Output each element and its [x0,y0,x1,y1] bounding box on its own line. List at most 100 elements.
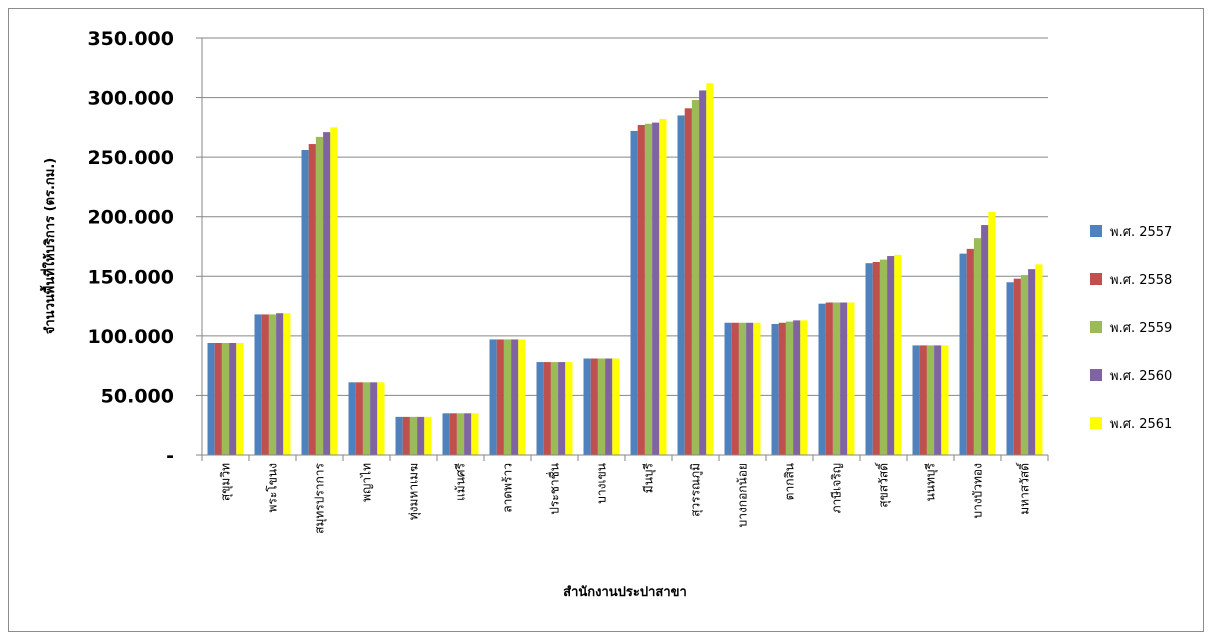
bar [652,122,660,455]
bar [894,254,902,455]
legend: พ.ศ. 2557 พ.ศ. 2558 พ.ศ. 2559 พ.ศ. 2560 พ.ศ.… [1090,225,1172,432]
bar [276,313,284,455]
x-tick-label: ตากสิน [783,463,797,500]
x-tick-label: แม้นศรี [454,462,468,500]
bar [644,123,653,455]
legend-label: พ.ศ. 2559 [1110,321,1172,336]
legend-label: พ.ศ. 2560 [1110,369,1172,384]
bar [912,345,920,455]
bar [746,322,754,455]
bar [1013,278,1021,455]
bar [605,358,613,455]
bar [959,253,967,455]
bar [283,313,291,455]
bar [456,413,465,455]
bar [847,302,855,455]
bar [221,343,230,455]
bars [207,83,1043,456]
bar [630,130,638,455]
bar [323,132,331,455]
bar [503,339,512,455]
bar [597,358,606,455]
x-tick-label: มหาสวัสดิ์ [1016,461,1032,514]
bar [565,362,573,455]
x-tick-label: สุวรรณภูมิ [689,463,704,517]
bar [778,322,786,455]
bar [706,83,714,455]
legend-label: พ.ศ. 2561 [1110,417,1172,432]
bar [825,302,833,455]
bar [489,339,497,455]
bar [518,339,526,455]
bar [536,362,544,455]
bar [919,345,927,455]
bar [691,99,700,455]
y-tick-label: 50.000 [101,385,174,407]
x-tick-label: มีนบุรี [642,462,657,493]
bar [731,322,739,455]
bar [464,413,472,455]
bar [362,382,371,455]
bar [409,416,418,455]
x-tick-label: บางกอกน้อย [736,463,750,527]
bar [684,108,692,456]
bar [941,345,949,455]
x-axis-ticks: สุขุมวิท พระโขนง สมุทรปราการ พญาไท ทุ่งมหาเม… [201,455,1049,534]
bar [1006,282,1014,455]
bar [229,343,237,455]
legend-swatch [1090,321,1102,333]
bar [659,119,667,455]
y-tick-label: 250.000 [87,147,174,169]
bar [800,320,808,455]
bar [612,358,620,455]
bar [261,314,269,455]
bar [840,302,848,455]
y-tick-label: 300.000 [87,88,174,110]
bar [550,362,559,455]
bar [677,115,685,455]
bar [1020,275,1029,455]
y-axis-title: จำนวนพื้นที่ให้บริการ (ตร.กม.) [39,158,58,334]
bar [315,136,324,456]
bar [424,416,432,455]
bar [724,322,732,455]
x-tick-label: ภาษีเจริญ [830,463,844,513]
legend-label: พ.ศ. 2558 [1110,273,1172,288]
bar [785,321,794,455]
y-tick-label: 350.000 [87,28,174,50]
bar [637,124,645,455]
bar [355,382,363,455]
bar [511,339,519,455]
bar [254,314,262,455]
x-tick-label: บางเขน [595,463,609,504]
bar [377,382,385,455]
bar [402,416,410,455]
legend-label: พ.ศ. 2557 [1110,225,1172,240]
y-tick-label: 150.000 [87,266,174,288]
x-tick-label: พระโขนง [266,463,280,513]
bar [872,261,880,455]
bar [583,358,591,455]
bar [738,322,747,455]
x-tick-label: สุขุมวิท [219,463,234,501]
x-tick-label: ประชาชื่น [546,463,562,515]
x-tick-label: สุขสวัสดิ์ [875,461,892,507]
y-tick-label: 100.000 [87,326,174,348]
bar [926,345,935,455]
x-tick-label: ลาดพร้าว [501,463,515,513]
bar [207,343,215,455]
bar [214,343,222,455]
legend-swatch [1090,273,1102,285]
gridlines [202,37,1048,396]
bar [348,382,356,455]
bar [496,339,504,455]
x-tick-label: นนทบุรี [924,462,939,501]
bar [543,362,551,455]
bar [301,149,309,455]
bar [395,416,403,455]
legend-swatch [1090,417,1102,429]
x-tick-label: บางบัวทอง [971,463,985,519]
bar [988,211,996,455]
y-tick-label: - [166,445,174,467]
y-tick-label: 200.000 [87,207,174,229]
